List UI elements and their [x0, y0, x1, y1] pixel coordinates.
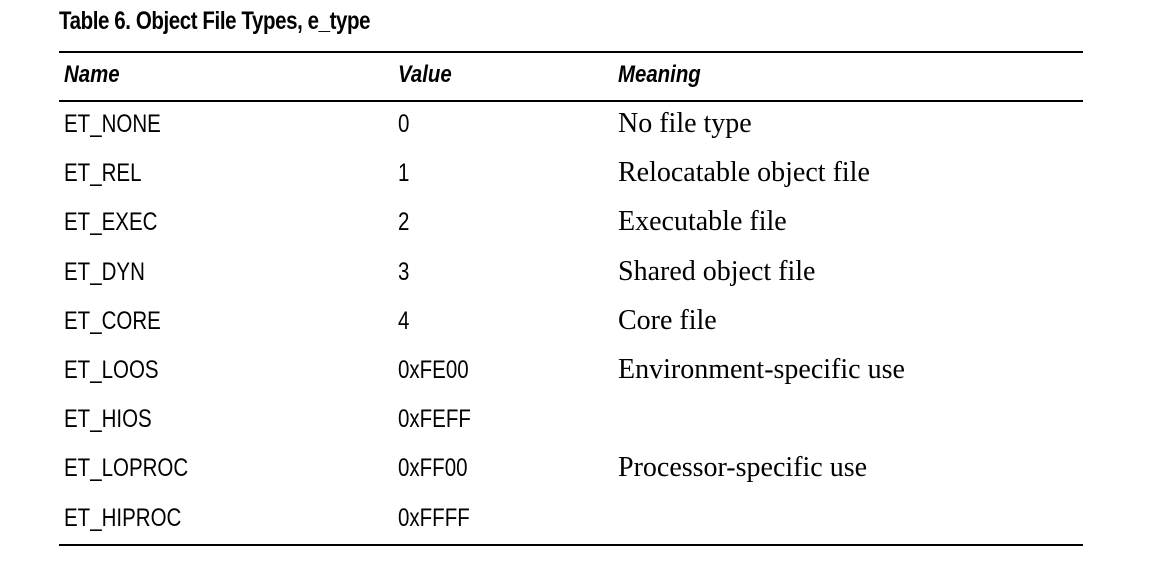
table-row: ET_LOOS 0xFE00 Environment-specific use: [59, 348, 1083, 397]
table-caption: Table 6. Object File Types, e_type: [59, 7, 371, 35]
header-meaning: Meaning: [618, 61, 701, 88]
cell-name: ET_EXEC: [64, 208, 158, 237]
table-header-row: Name Value Meaning: [59, 53, 1083, 99]
table-row: ET_NONE 0 No file type: [59, 102, 1083, 151]
cell-meaning: Environment-specific use: [618, 353, 905, 385]
header-name: Name: [64, 61, 120, 88]
table-row: ET_EXEC 2 Executable file: [59, 200, 1083, 249]
table-row: ET_CORE 4 Core file: [59, 299, 1083, 348]
cell-name: ET_DYN: [64, 257, 145, 286]
cell-meaning: Relocatable object file: [618, 157, 870, 189]
cell-value: 4: [398, 306, 410, 335]
cell-meaning: No file type: [618, 108, 752, 139]
cell-name: ET_HIPROC: [64, 503, 182, 532]
cell-value: 2: [398, 208, 410, 237]
cell-name: ET_LOPROC: [64, 454, 189, 483]
cell-value: 1: [398, 159, 410, 188]
cell-name: ET_REL: [64, 159, 142, 188]
table-row: ET_DYN 3 Shared object file: [59, 250, 1083, 299]
cell-name: ET_LOOS: [64, 355, 159, 384]
cell-meaning: Shared object file: [618, 255, 816, 287]
cell-value: 0xFEFF: [398, 405, 471, 434]
cell-value: 0: [398, 110, 410, 138]
table-header-rule: [59, 100, 1083, 102]
cell-value: 3: [398, 257, 410, 286]
cell-meaning: Core file: [618, 304, 717, 336]
table-top-rule: [59, 51, 1083, 53]
table-bottom-rule: [59, 544, 1083, 546]
cell-value: 0xFFFF: [398, 503, 470, 532]
table-row: ET_HIOS 0xFEFF: [59, 397, 1083, 446]
cell-meaning: Processor-specific use: [618, 452, 868, 484]
cell-name: ET_CORE: [64, 306, 161, 335]
table-row: ET_REL 1 Relocatable object file: [59, 151, 1083, 200]
cell-meaning: Executable file: [618, 206, 787, 238]
cell-name: ET_HIOS: [64, 405, 152, 434]
cell-name: ET_NONE: [64, 110, 161, 138]
cell-value: 0xFE00: [398, 355, 469, 384]
header-value: Value: [398, 61, 452, 88]
table-body: ET_NONE 0 No file type ET_REL 1 Relocata…: [59, 102, 1083, 545]
table-row: ET_LOPROC 0xFF00 Processor-specific use: [59, 446, 1083, 495]
cell-value: 0xFF00: [398, 454, 468, 483]
table-row: ET_HIPROC 0xFFFF: [59, 496, 1083, 545]
